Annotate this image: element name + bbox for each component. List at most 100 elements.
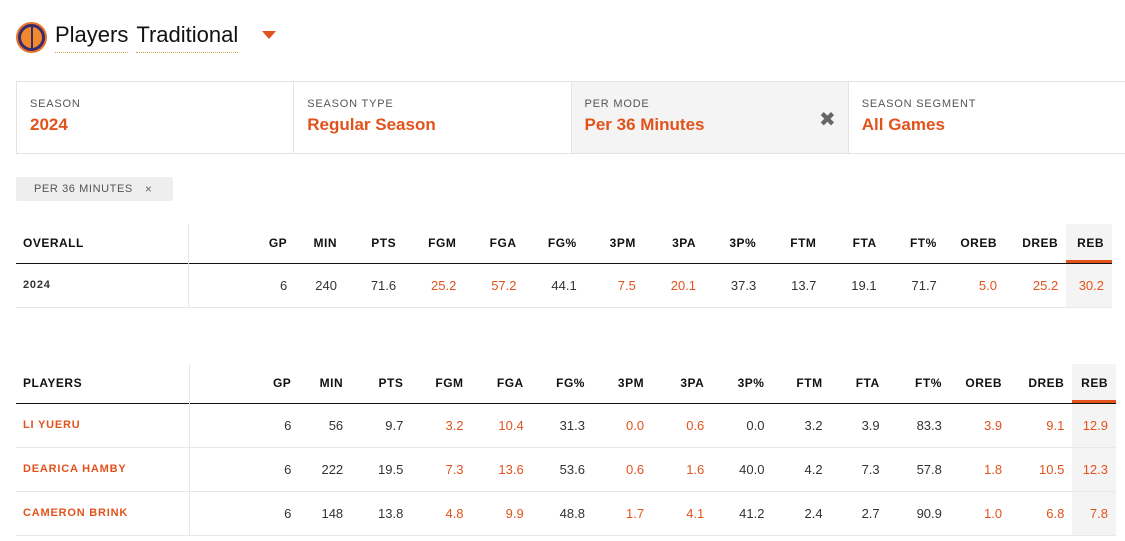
stat-cell-reb[interactable]: 12.3: [1072, 447, 1116, 491]
column-header-overall[interactable]: OVERALL: [16, 224, 189, 263]
column-header-3pa[interactable]: 3PA: [672, 236, 697, 251]
column-header-ft-pct[interactable]: FT%: [915, 376, 942, 391]
column-header-ftm[interactable]: FTM: [796, 376, 823, 391]
stat-cell-3pm[interactable]: 1.7: [626, 505, 645, 521]
title-traditional-link[interactable]: Traditional: [136, 21, 239, 53]
stat-cell-3pm[interactable]: 0.0: [626, 417, 645, 433]
column-header-fta[interactable]: FTA: [855, 376, 880, 391]
stat-cell-dreb[interactable]: 6.8: [1046, 505, 1065, 521]
stat-cell-fga[interactable]: 10.4: [498, 417, 524, 433]
column-header-min[interactable]: MIN: [313, 236, 337, 251]
season-segment-filter[interactable]: SEASON SEGMENT All Games: [847, 82, 1125, 153]
column-header-reb[interactable]: REB: [1066, 224, 1112, 263]
stat-cell-3pa[interactable]: 4.1: [686, 505, 705, 521]
title-players-link[interactable]: Players: [55, 21, 129, 53]
column-header-3pm[interactable]: 3PM: [617, 376, 645, 391]
stat-cell-3pm[interactable]: 0.6: [626, 461, 645, 477]
stat-cell-3pm[interactable]: 7.5: [617, 277, 636, 293]
season-cell: 2024: [16, 263, 189, 307]
overall-stats-table: OVERALL GP MIN PTS FGM FGA FG% 3PM 3PA 3P% FTM FTA F…: [16, 224, 1112, 308]
stat-cell-dreb[interactable]: 10.5: [1039, 461, 1065, 477]
table-row: 2024 6 240 71.6 25.2 57.2 44.1 7.5 20.1 37.3 13.7 1…: [16, 263, 1112, 307]
column-header-3p-pct[interactable]: 3P%: [737, 376, 765, 391]
stat-cell-fgm[interactable]: 7.3: [445, 461, 464, 477]
stat-cell-pts: 71.6: [370, 277, 397, 293]
stat-cell-3p-pct: 41.2: [739, 505, 765, 521]
column-header-ftm[interactable]: FTM: [790, 236, 817, 251]
stat-cell-min: 56: [328, 417, 344, 433]
filter-value: Per 36 Minutes: [584, 115, 705, 134]
column-header-fg-pct[interactable]: FG%: [547, 236, 577, 251]
stat-cell-gp: 6: [284, 417, 292, 433]
column-header-pts[interactable]: PTS: [378, 376, 404, 391]
filter-value: All Games: [861, 115, 945, 134]
stat-cell-fgm[interactable]: 3.2: [445, 417, 464, 433]
stat-cell-ft-pct: 57.8: [916, 461, 942, 477]
column-header-fta[interactable]: FTA: [852, 236, 877, 251]
stat-cell-reb[interactable]: 12.9: [1072, 403, 1116, 447]
stat-cell-gp: 6: [279, 277, 288, 293]
stat-cell-fga[interactable]: 9.9: [505, 505, 524, 521]
stat-cell-oreb[interactable]: 1.8: [984, 461, 1003, 477]
stat-cell-reb[interactable]: 7.8: [1072, 491, 1116, 535]
players-stats-table: PLAYERS GP MIN PTS FGM FGA FG% 3PM 3PA 3P% FTM FTA F…: [16, 364, 1116, 536]
stat-cell-dreb[interactable]: 25.2: [1032, 277, 1059, 293]
stat-cell-oreb[interactable]: 5.0: [978, 277, 997, 293]
stat-cell-dreb[interactable]: 9.1: [1046, 417, 1065, 433]
stat-cell-3pa[interactable]: 1.6: [686, 461, 705, 477]
stat-cell-gp: 6: [284, 505, 292, 521]
stat-cell-3pa[interactable]: 20.1: [670, 277, 697, 293]
stat-cell-oreb[interactable]: 1.0: [984, 505, 1003, 521]
table-row: LI YUERU 6 56 9.7 3.2 10.4 31.3 0.0 0.6 0.0 3.2 3.9…: [16, 403, 1116, 447]
stat-cell-ft-pct: 83.3: [916, 417, 942, 433]
player-name-link[interactable]: DEARICA HAMBY: [16, 447, 190, 491]
team-logo-icon[interactable]: [16, 21, 47, 53]
clear-filter-icon[interactable]: ✖: [818, 109, 836, 131]
column-header-fg-pct[interactable]: FG%: [556, 376, 585, 391]
player-name-link[interactable]: CAMERON BRINK: [16, 491, 190, 535]
stat-cell-fg-pct: 48.8: [559, 505, 585, 521]
stat-cell-min: 148: [321, 505, 344, 521]
stat-cell-fg-pct: 44.1: [551, 277, 577, 293]
column-header-players[interactable]: PLAYERS: [16, 364, 190, 403]
season-type-filter[interactable]: SEASON TYPE Regular Season: [293, 82, 570, 153]
column-header-3pa[interactable]: 3PA: [680, 376, 705, 391]
column-header-fga[interactable]: FGA: [496, 376, 524, 391]
filter-label: SEASON: [30, 98, 81, 110]
column-header-reb[interactable]: REB: [1072, 364, 1116, 403]
stat-cell-3p-pct: 37.3: [730, 277, 757, 293]
column-header-dreb[interactable]: DREB: [1028, 376, 1065, 391]
stat-cell-fg-pct: 53.6: [559, 461, 585, 477]
column-header-oreb[interactable]: OREB: [960, 236, 997, 251]
stat-cell-oreb[interactable]: 3.9: [984, 417, 1003, 433]
column-header-3pm[interactable]: 3PM: [609, 236, 636, 251]
column-header-gp[interactable]: GP: [268, 236, 288, 251]
column-header-fgm[interactable]: FGM: [428, 236, 457, 251]
column-header-min[interactable]: MIN: [319, 376, 344, 391]
chip-label: PER 36 MINUTES: [34, 183, 133, 195]
close-icon[interactable]: ×: [144, 182, 153, 196]
column-header-oreb[interactable]: OREB: [965, 376, 1003, 391]
stat-cell-fgm[interactable]: 4.8: [445, 505, 464, 521]
column-header-ft-pct[interactable]: FT%: [909, 236, 937, 251]
stat-cell-fta: 7.3: [861, 461, 880, 477]
column-header-pts[interactable]: PTS: [371, 236, 397, 251]
filter-value: 2024: [30, 115, 68, 134]
column-header-gp[interactable]: GP: [272, 376, 292, 391]
filter-label: SEASON SEGMENT: [861, 98, 977, 110]
chevron-down-icon[interactable]: [262, 31, 277, 39]
stat-cell-fgm[interactable]: 25.2: [431, 277, 457, 293]
stat-cell-3pa[interactable]: 0.6: [686, 417, 705, 433]
stat-cell-fga[interactable]: 13.6: [498, 461, 524, 477]
season-filter[interactable]: SEASON 2024: [16, 82, 293, 153]
stat-cell-reb[interactable]: 30.2: [1066, 263, 1112, 307]
column-header-dreb[interactable]: DREB: [1022, 236, 1059, 251]
column-header-3p-pct[interactable]: 3P%: [729, 236, 757, 251]
stat-cell-3p-pct: 0.0: [746, 417, 765, 433]
stat-cell-fga[interactable]: 57.2: [491, 277, 517, 293]
per-mode-filter[interactable]: PER MODE Per 36 Minutes ✖: [570, 82, 848, 153]
column-header-fgm[interactable]: FGM: [435, 376, 464, 391]
player-name-link[interactable]: LI YUERU: [16, 403, 190, 447]
column-header-fga[interactable]: FGA: [489, 236, 517, 251]
active-filter-chip[interactable]: PER 36 MINUTES ×: [16, 177, 173, 201]
